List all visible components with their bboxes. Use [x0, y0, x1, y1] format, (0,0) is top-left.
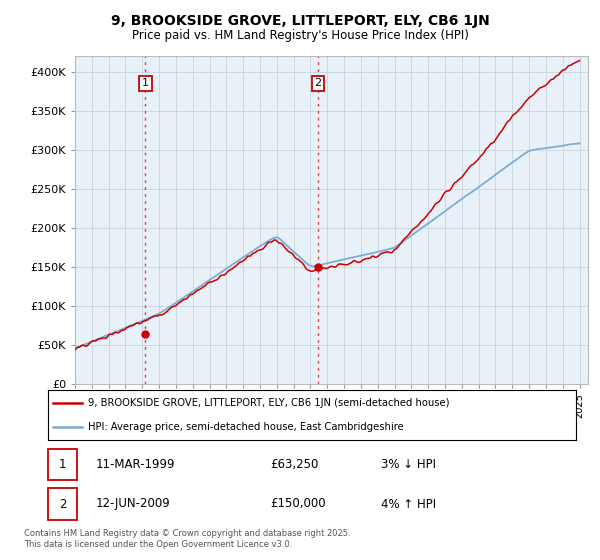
Text: 3% ↓ HPI: 3% ↓ HPI: [380, 458, 436, 472]
Text: 2: 2: [314, 78, 322, 88]
FancyBboxPatch shape: [48, 488, 77, 520]
Text: 4% ↑ HPI: 4% ↑ HPI: [380, 497, 436, 511]
FancyBboxPatch shape: [48, 449, 77, 480]
Text: 9, BROOKSIDE GROVE, LITTLEPORT, ELY, CB6 1JN: 9, BROOKSIDE GROVE, LITTLEPORT, ELY, CB6…: [110, 14, 490, 28]
Text: Price paid vs. HM Land Registry's House Price Index (HPI): Price paid vs. HM Land Registry's House …: [131, 29, 469, 42]
Text: 1: 1: [59, 458, 66, 472]
Text: 2: 2: [59, 497, 66, 511]
Text: 12-JUN-2009: 12-JUN-2009: [95, 497, 170, 511]
Text: 1: 1: [142, 78, 149, 88]
Text: 11-MAR-1999: 11-MAR-1999: [95, 458, 175, 472]
Text: HPI: Average price, semi-detached house, East Cambridgeshire: HPI: Average price, semi-detached house,…: [88, 422, 403, 432]
Text: Contains HM Land Registry data © Crown copyright and database right 2025.
This d: Contains HM Land Registry data © Crown c…: [24, 529, 350, 549]
Text: £150,000: £150,000: [270, 497, 325, 511]
Text: 9, BROOKSIDE GROVE, LITTLEPORT, ELY, CB6 1JN (semi-detached house): 9, BROOKSIDE GROVE, LITTLEPORT, ELY, CB6…: [88, 398, 449, 408]
Text: £63,250: £63,250: [270, 458, 318, 472]
